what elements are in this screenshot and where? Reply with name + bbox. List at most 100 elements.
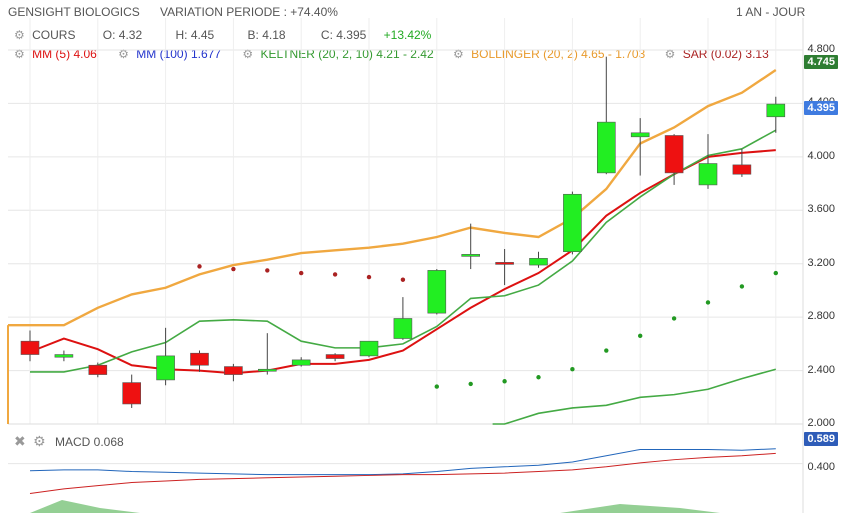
sar-dot <box>739 284 745 289</box>
gear-icon[interactable]: ⚙ <box>14 47 25 61</box>
candle <box>88 362 108 378</box>
candle <box>257 333 277 375</box>
candle <box>393 297 413 340</box>
candle <box>122 374 141 408</box>
gear-icon[interactable]: ⚙ <box>453 47 464 61</box>
macd-panel <box>8 448 803 513</box>
candle <box>325 353 345 362</box>
candle-body <box>732 164 752 175</box>
line-bollinger-20-2- <box>8 69 777 327</box>
candle-body <box>427 270 447 314</box>
sar-dot <box>604 348 609 353</box>
candle <box>291 357 311 367</box>
candle <box>54 350 74 362</box>
candle-body <box>495 262 514 265</box>
macd-ytick: 0.400 <box>807 461 835 473</box>
macd-tag: 0.589 <box>804 432 838 446</box>
price-tick-label: 4.000 <box>807 149 835 162</box>
macd-histogram <box>560 504 720 513</box>
macd-value: 0.068 <box>93 435 124 449</box>
candle-body <box>529 258 548 266</box>
candle-body <box>325 354 345 359</box>
candle <box>461 223 481 270</box>
candle <box>156 327 175 386</box>
sar-dot <box>502 379 507 384</box>
candle <box>224 363 243 382</box>
candle <box>427 269 447 315</box>
macd-header: ✖ ⚙ MACD 0.068 <box>14 433 124 450</box>
gear-icon[interactable]: ⚙ <box>118 47 129 61</box>
gear-icon[interactable]: ⚙ <box>33 433 46 449</box>
indicator-lines <box>7 69 777 425</box>
price-tick-label: 2.800 <box>807 310 835 323</box>
bollinger-tag: 4.745 <box>804 55 838 69</box>
candle-body <box>257 368 277 372</box>
company-name: GENSIGHT BIOLOGICS <box>8 5 140 19</box>
sar-dot <box>265 268 270 273</box>
candle-body <box>190 352 209 366</box>
candle <box>630 118 650 176</box>
candle-body <box>766 103 786 118</box>
candle-body <box>563 193 582 252</box>
sar-dot <box>468 381 473 387</box>
candle <box>495 249 514 286</box>
last-price-tag: 4.395 <box>804 101 838 115</box>
sar-dot <box>536 375 541 380</box>
line-keltner-lower <box>492 368 777 425</box>
open-value: O: 4.32 <box>102 28 143 42</box>
sar-dots <box>197 264 778 389</box>
candle <box>529 251 548 268</box>
price-tick-label: 2.000 <box>807 417 835 429</box>
candle-body <box>393 318 413 339</box>
candle-body <box>698 163 718 186</box>
candle <box>20 330 40 362</box>
price-tick-label: 4.800 <box>807 43 835 55</box>
candle-body <box>88 364 108 375</box>
sar-dot <box>366 274 372 280</box>
sar-dot <box>231 266 236 272</box>
close-value: C: 4.395 <box>320 28 367 42</box>
macd-label: MACD <box>54 435 91 449</box>
change-value: +13.42% <box>383 28 432 42</box>
gear-icon[interactable]: ⚙ <box>242 47 254 61</box>
candle-body <box>630 132 650 138</box>
sar-dot <box>299 270 304 276</box>
candle <box>664 134 684 185</box>
gear-icon[interactable]: ⚙ <box>664 47 676 61</box>
price-tick-label: 3.600 <box>807 203 835 216</box>
high-value: H: 4.45 <box>175 28 215 42</box>
sar-dot <box>570 367 575 372</box>
candle <box>190 350 209 372</box>
macd-histogram <box>30 500 140 513</box>
low-value: B: 4.18 <box>247 28 286 42</box>
candle-body <box>664 135 684 174</box>
candle-body <box>122 382 141 405</box>
legend-row-price: ⚙ COURS O: 4.32 H: 4.45 B: 4.18 C: 4.395… <box>14 28 431 42</box>
candle-body <box>359 340 379 357</box>
candle <box>359 340 379 358</box>
candle <box>596 56 616 175</box>
sar-dot <box>332 272 338 277</box>
candle-body <box>20 340 40 355</box>
candle-body <box>224 366 243 375</box>
sar-dot <box>434 384 439 389</box>
period-selector[interactable]: 1 AN - JOUR <box>736 5 806 19</box>
cours-label: COURS <box>32 28 76 42</box>
candle <box>563 191 582 255</box>
candles <box>20 56 786 408</box>
close-icon[interactable]: ✖ <box>14 433 26 449</box>
macd-line <box>29 448 776 476</box>
candle-body <box>461 254 481 257</box>
sar-dot <box>773 270 778 276</box>
candle-body <box>596 121 616 174</box>
gear-icon[interactable]: ⚙ <box>14 28 25 42</box>
candle-body <box>156 355 175 381</box>
candle <box>766 96 786 133</box>
sar-dot <box>638 333 643 339</box>
candle <box>698 134 718 189</box>
candle-body <box>291 359 311 366</box>
line-keltner-20-2-10- <box>30 129 777 373</box>
sar-dot <box>400 277 406 282</box>
line-mm-5- <box>29 149 776 375</box>
